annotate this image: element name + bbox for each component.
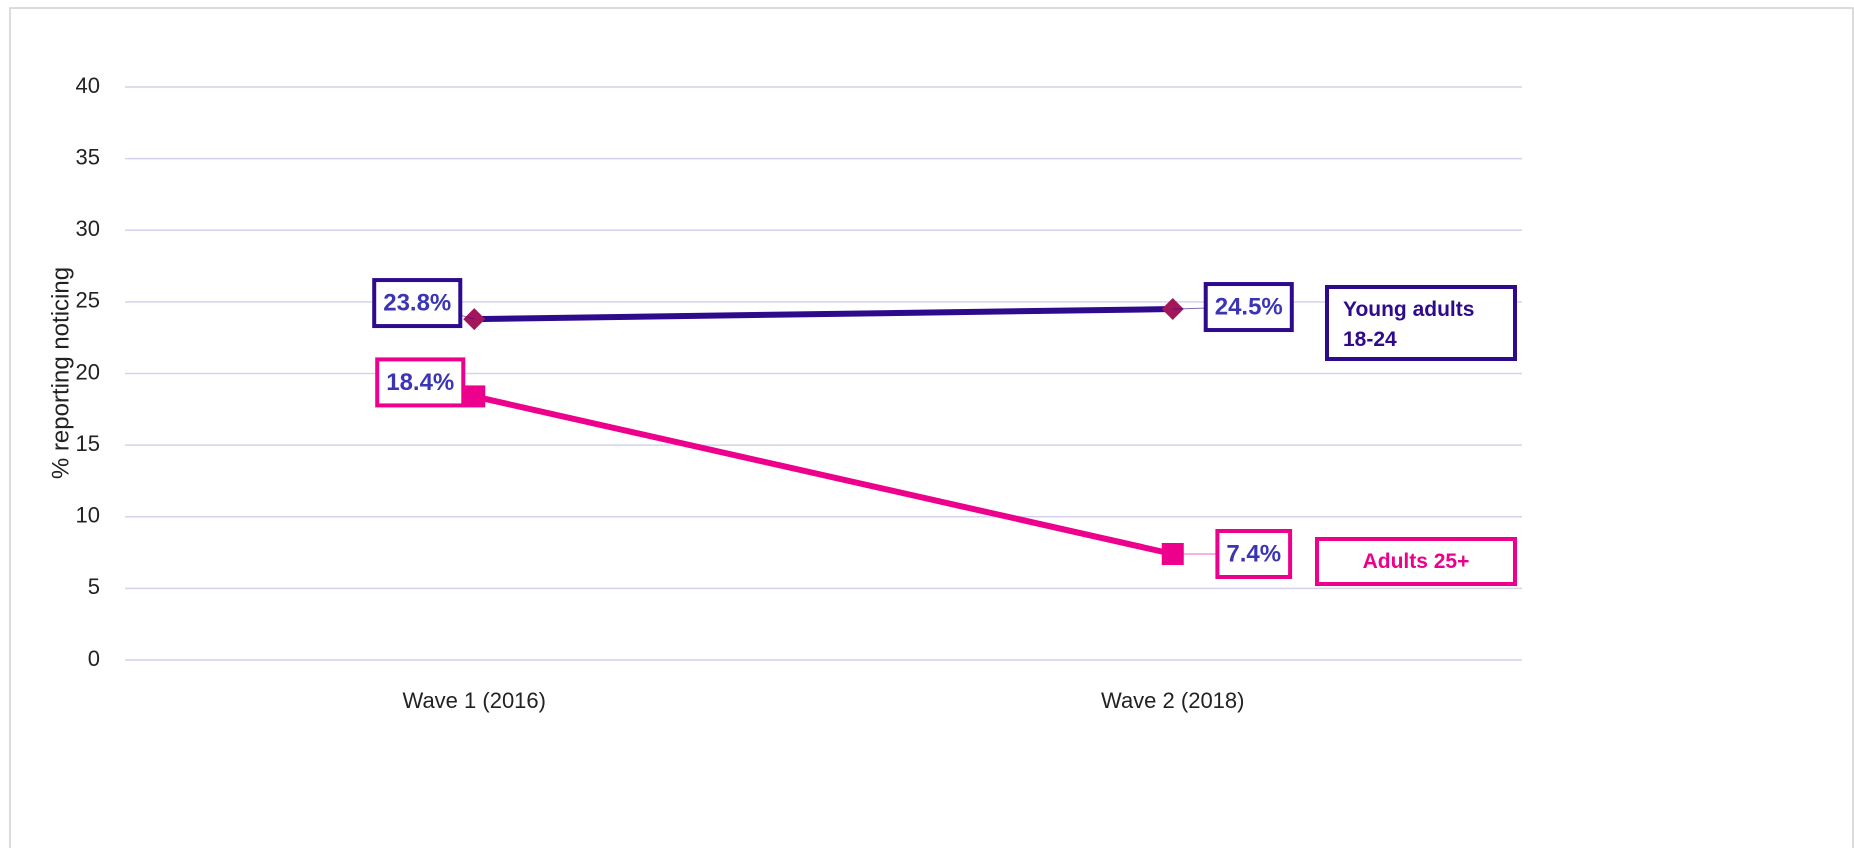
value-label-box — [372, 278, 463, 329]
y-tick-label: 15 — [76, 431, 100, 456]
value-label: 18.4% — [386, 369, 454, 396]
y-tick-label: 10 — [76, 503, 100, 528]
x-tick-label: Wave 2 (2018) — [1101, 688, 1244, 713]
y-tick-label: 25 — [76, 288, 100, 313]
y-tick-label: 40 — [76, 73, 100, 98]
value-label-box — [375, 357, 466, 408]
series-line — [474, 306, 1173, 323]
y-tick-label: 5 — [88, 574, 100, 599]
chart-border — [9, 7, 1854, 848]
y-tick-label: 30 — [76, 216, 100, 241]
value-label-box — [1215, 528, 1293, 579]
legend-entry: Young adults 18-24 — [1325, 285, 1517, 361]
y-tick-label: 20 — [76, 359, 100, 384]
y-axis-title: % reporting noticing — [47, 267, 74, 479]
y-tick-label: 35 — [76, 144, 100, 169]
legend-entry: Adults 25+ — [1315, 537, 1517, 586]
series-line — [473, 393, 1174, 557]
value-label: 7.4% — [1226, 540, 1281, 567]
value-label: 24.5% — [1215, 293, 1283, 320]
y-tick-label: 0 — [88, 646, 100, 671]
value-label-box — [1203, 282, 1294, 333]
x-tick-label: Wave 1 (2016) — [403, 688, 546, 713]
value-label: 23.8% — [383, 289, 451, 316]
